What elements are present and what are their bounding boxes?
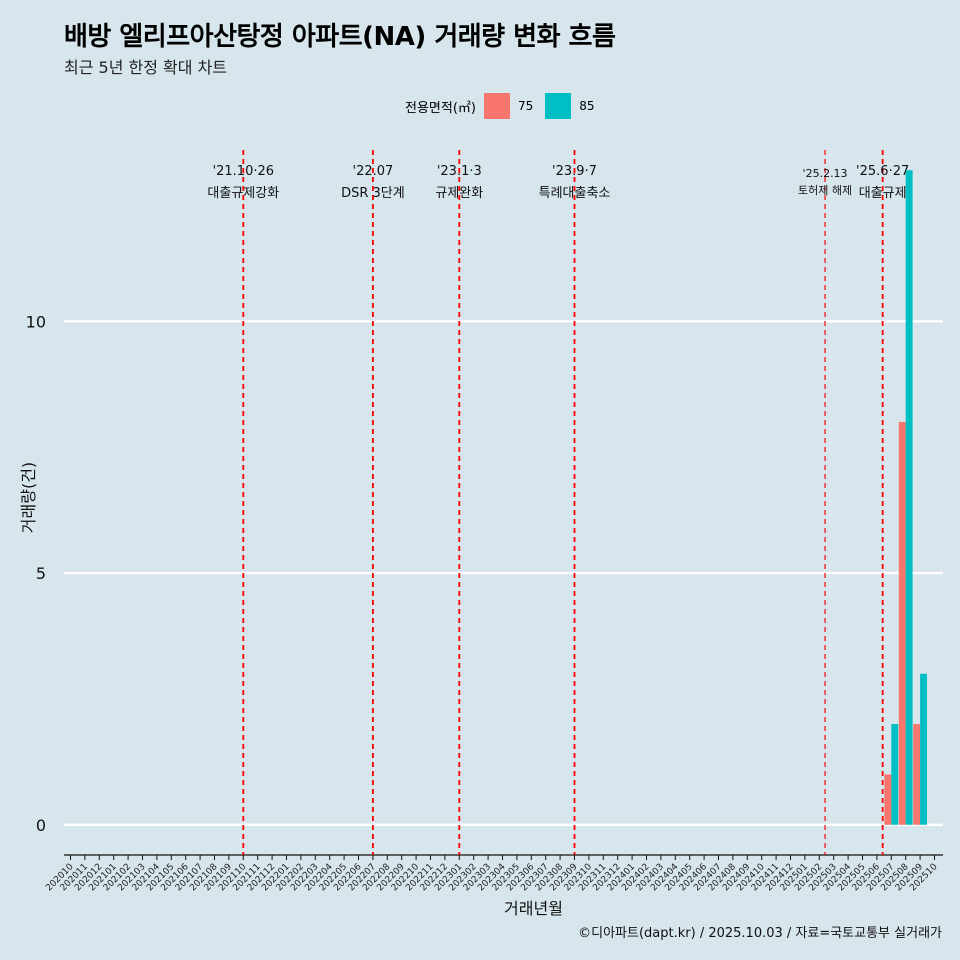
legend-title: 전용면적(㎡) [405,100,476,116]
y-tick-label-0: 0 [36,816,46,835]
event-date-1: '22.07 [353,164,394,179]
bar-75-202508 [898,421,906,825]
y-axis-label: 거래량(건) [19,462,38,533]
bar-75-202507 [884,774,892,825]
legend-swatch-85 [545,93,572,119]
event-label-2: 규제완화 [435,186,483,201]
legend-label-85: 85 [579,99,595,113]
event-date-4: '25.2.13 [803,167,848,180]
bar-85-202509 [920,673,927,825]
legend-label-75: 75 [517,99,534,113]
y-tick-label-10: 10 [26,312,46,331]
bar-85-202508 [905,170,913,825]
legend-swatch-75 [483,93,510,119]
legend: 전용면적(㎡) 75 85 [405,92,607,120]
bar-75-202509 [913,724,921,825]
event-date-3: '23.9·7 [552,164,597,179]
event-label-0: 대출규제강화 [207,186,279,201]
bar-85-202507 [891,724,899,825]
y-tick-label-5: 5 [36,564,46,583]
event-label-5: 대출규제 [859,186,907,201]
event-date-2: '23.1·3 [437,164,482,179]
chart-subtitle: 최근 5년 한정 확대 차트 [64,58,228,77]
event-label-3: 특례대출축소 [539,186,611,201]
event-label-1: DSR 3단계 [341,186,405,201]
event-date-0: '21.10·26 [213,164,274,179]
event-date-5: '25.6·27 [856,164,909,179]
chart-title: 배방 엘리프아산탕정 아파트(NA) 거래량 변화 흐름 [64,22,616,52]
caption: ©디아파트(dapt.kr) / 2025.10.03 / 자료=국토교통부 실… [578,926,942,941]
event-label-4: 토허제 해제 [798,183,852,197]
x-axis-label: 거래년월 [504,899,563,918]
